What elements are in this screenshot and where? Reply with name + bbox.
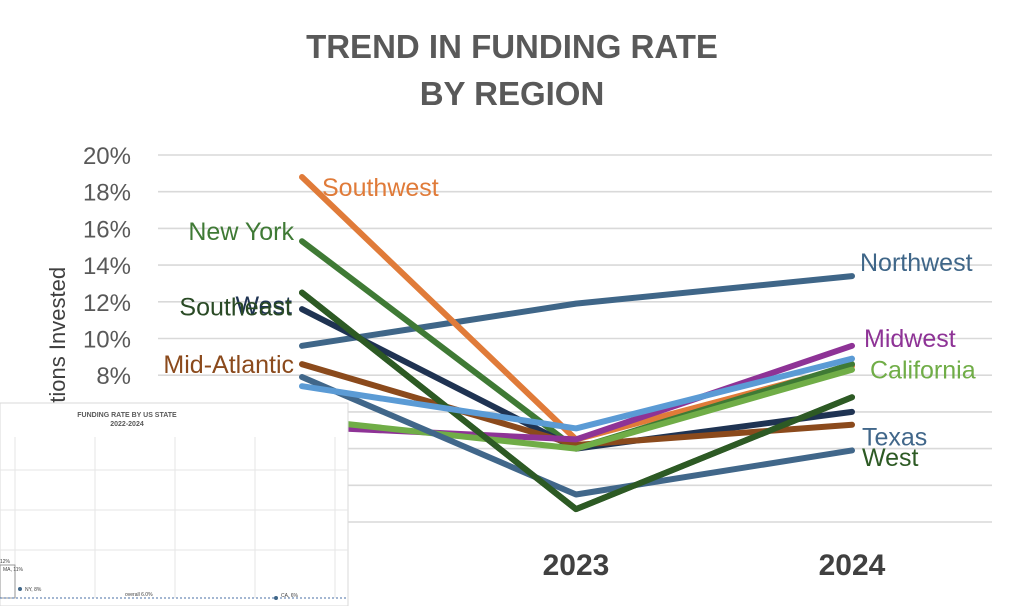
series-label: Southwest	[322, 174, 439, 202]
inset-title-line-1: FUNDING RATE BY US STATE	[77, 412, 177, 419]
y-tick-label: 18%	[83, 180, 131, 207]
chart-title: TREND IN FUNDING RATE BY REGION	[306, 28, 718, 112]
series-label: Southeast	[179, 294, 292, 322]
inset-point-ny-label: NY, 8%	[25, 587, 42, 593]
y-axis-ticks: 20%18%16%14%12%10%8%6%	[83, 143, 131, 427]
y-tick-label: 10%	[83, 327, 131, 354]
series-label: Midwest	[864, 325, 956, 353]
y-tick-label: 16%	[83, 216, 131, 243]
series-line-new-york	[299, 238, 855, 452]
inset-point-ny	[18, 587, 22, 591]
y-tick-label: 20%	[83, 143, 131, 170]
y-tick-label: 14%	[83, 253, 131, 280]
inset-frame	[0, 402, 349, 607]
inset-point-ca-label: CA, 6%	[281, 593, 299, 599]
inset-overall-label: overall 6.0%	[125, 592, 153, 598]
series-line-series	[299, 355, 855, 432]
inset-point-ma-label: MA, 11%	[3, 567, 23, 573]
series-line-northwest	[299, 273, 855, 349]
series-line-california	[299, 366, 855, 452]
inset-highlight-box	[0, 564, 16, 599]
x-tick-label: 2024	[819, 549, 886, 582]
series-line-texas	[299, 374, 855, 498]
chart-title-line-1: TREND IN FUNDING RATE	[306, 28, 718, 65]
y-tick-label: 12%	[83, 290, 131, 317]
series-label: Mid-Atlantic	[163, 351, 294, 379]
inset-point-ca	[274, 596, 278, 600]
inset-point-12-label: 12%	[0, 559, 11, 565]
series-label: New York	[188, 218, 294, 246]
series-lines	[299, 174, 855, 513]
y-tick-label: 8%	[96, 363, 131, 390]
x-axis-labels: 2023 2024	[543, 549, 886, 582]
series-label: Texas	[862, 423, 927, 451]
chart-title-line-2: BY REGION	[420, 75, 605, 112]
series-line-west	[299, 289, 855, 513]
series-label: West	[862, 444, 919, 472]
series-label: West	[236, 292, 293, 320]
series-label: Northwest	[860, 249, 973, 277]
series-label: California	[870, 357, 976, 385]
inset-chart: FUNDING RATE BY US STATE 2022-2024 NY, 8…	[0, 402, 349, 607]
x-tick-label: 2023	[543, 549, 610, 582]
inset-title-line-2: 2022-2024	[110, 421, 144, 428]
